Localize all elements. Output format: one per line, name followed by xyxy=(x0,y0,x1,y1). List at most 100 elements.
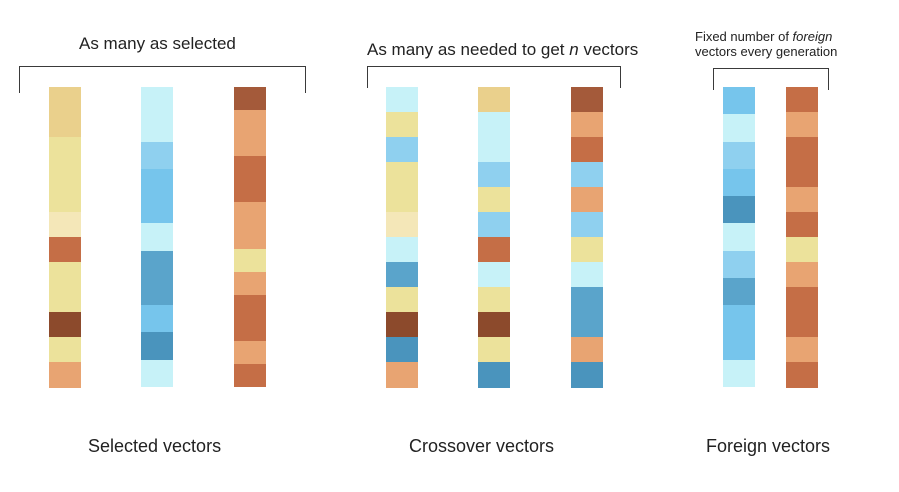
vector-segment xyxy=(786,312,818,338)
vector-segment xyxy=(141,223,173,252)
vector-segment xyxy=(49,337,81,363)
vector-segment xyxy=(386,162,418,188)
vector-segment xyxy=(571,287,603,313)
vector-segment xyxy=(49,237,81,263)
vector-segment xyxy=(234,225,266,250)
vector-segment xyxy=(723,359,755,388)
vector-segment xyxy=(478,87,510,113)
vector-segment xyxy=(49,287,81,313)
vector-segment xyxy=(786,287,818,313)
vector-segment xyxy=(571,212,603,238)
vector-segment xyxy=(141,305,173,333)
vector-segment xyxy=(723,223,755,252)
vector-segment xyxy=(723,87,755,115)
vector-segment xyxy=(386,137,418,163)
vector-segment xyxy=(723,168,755,197)
vector-segment xyxy=(234,202,266,226)
selected-vector-2 xyxy=(141,87,173,388)
vector-segment xyxy=(786,337,818,363)
vector-segment xyxy=(478,112,510,138)
vector-segment xyxy=(723,305,755,333)
selected-group-top-label: As many as selected xyxy=(79,34,236,53)
vector-segment xyxy=(478,312,510,338)
foreign-vector-1 xyxy=(723,87,755,388)
vector-segment xyxy=(723,250,755,279)
vector-segment xyxy=(49,162,81,188)
vector-segment xyxy=(571,162,603,188)
vector-segment xyxy=(234,87,266,111)
vector-segment xyxy=(49,312,81,338)
vector-segment xyxy=(141,277,173,306)
selected-vectors-label: Selected vectors xyxy=(88,436,222,456)
vector-segment xyxy=(786,362,818,388)
vector-segment xyxy=(571,337,603,363)
vector-segment xyxy=(723,114,755,143)
vector-segment xyxy=(723,332,755,361)
vector-segment xyxy=(234,248,266,273)
vector-segment xyxy=(478,362,510,388)
vector-segment xyxy=(786,112,818,138)
vector-segment xyxy=(786,137,818,163)
vector-segment xyxy=(571,87,603,113)
vector-segment xyxy=(49,187,81,213)
foreign-group-top-label-line2: vectors every generation xyxy=(695,44,838,59)
vector-segment xyxy=(234,317,266,342)
vector-segment xyxy=(786,162,818,188)
vector-segment xyxy=(478,262,510,288)
vector-segment xyxy=(49,137,81,163)
selected-vector-3 xyxy=(234,87,266,388)
vector-segment xyxy=(141,141,173,170)
vector-segment xyxy=(49,362,81,388)
vector-segment xyxy=(571,112,603,138)
vector-segment xyxy=(141,87,173,115)
vector-segment xyxy=(49,112,81,138)
vector-segment xyxy=(234,110,266,134)
vector-segment xyxy=(723,277,755,306)
vector-segment xyxy=(141,114,173,143)
vector-segment xyxy=(386,237,418,263)
vector-segment xyxy=(386,212,418,238)
vector-segment xyxy=(478,287,510,313)
vector-segment xyxy=(234,340,266,365)
foreign-group-top-label: Fixed number of foreign vectors every ge… xyxy=(695,29,837,59)
crossover-vector-3 xyxy=(571,87,603,388)
vector-segment xyxy=(234,156,266,180)
vector-segment xyxy=(386,312,418,338)
vector-segment xyxy=(49,212,81,238)
crossover-group-top-label: As many as needed to get n vectors xyxy=(367,40,639,59)
vector-segment xyxy=(786,262,818,288)
crossover-group-bracket xyxy=(367,66,621,88)
vector-segment xyxy=(478,212,510,238)
vector-segment xyxy=(386,112,418,138)
selected-vector-1 xyxy=(49,87,81,388)
vector-segment xyxy=(571,187,603,213)
vector-segment xyxy=(571,237,603,263)
foreign-group-top-label-line1: Fixed number of foreign xyxy=(695,29,833,44)
vector-segment xyxy=(786,237,818,263)
vector-segment xyxy=(571,312,603,338)
crossover-vector-1 xyxy=(386,87,418,388)
vector-segment xyxy=(49,262,81,288)
vector-segment xyxy=(478,137,510,163)
vector-segment xyxy=(571,137,603,163)
selected-group-bracket xyxy=(19,66,306,93)
vector-segment xyxy=(723,196,755,224)
vector-segment xyxy=(386,362,418,388)
crossover-vectors-label: Crossover vectors xyxy=(409,436,555,456)
foreign-group-bracket xyxy=(713,68,829,90)
foreign-vector-2 xyxy=(786,87,818,388)
vector-segment xyxy=(571,362,603,388)
vector-segment xyxy=(478,187,510,213)
vector-segment xyxy=(141,359,173,388)
crossover-vector-2 xyxy=(478,87,510,388)
vector-segment xyxy=(234,294,266,319)
vector-segment xyxy=(478,162,510,188)
vector-segment xyxy=(571,262,603,288)
vector-segment xyxy=(386,262,418,288)
vector-segment xyxy=(786,87,818,113)
vector-segment xyxy=(386,337,418,363)
vector-segment xyxy=(234,179,266,203)
vector-segment xyxy=(141,196,173,224)
vector-segment xyxy=(234,363,266,388)
